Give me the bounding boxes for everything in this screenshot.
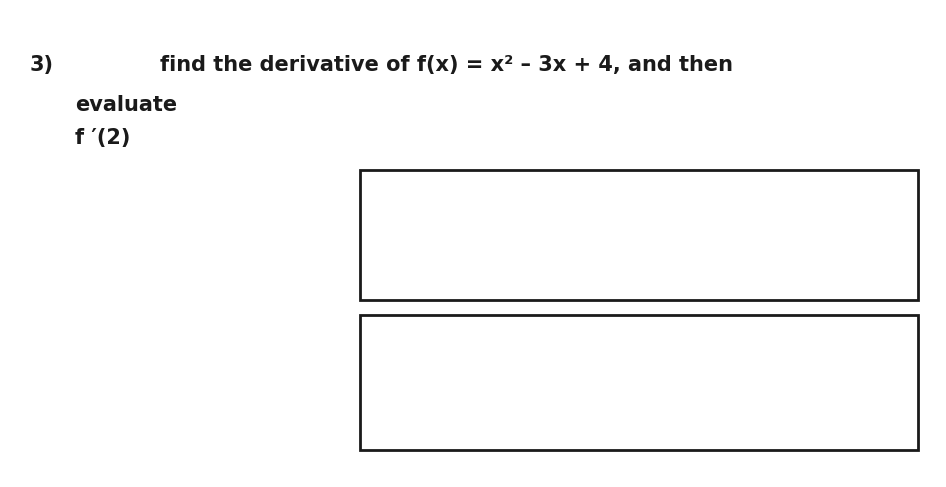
Bar bbox=[360, 315, 918, 450]
Text: f ′(2): f ′(2) bbox=[75, 128, 131, 148]
Text: find the derivative of f(x) = x² – 3x + 4, and then: find the derivative of f(x) = x² – 3x + … bbox=[160, 55, 733, 75]
Text: evaluate: evaluate bbox=[75, 95, 177, 115]
Bar bbox=[360, 170, 918, 300]
Text: 3): 3) bbox=[30, 55, 54, 75]
